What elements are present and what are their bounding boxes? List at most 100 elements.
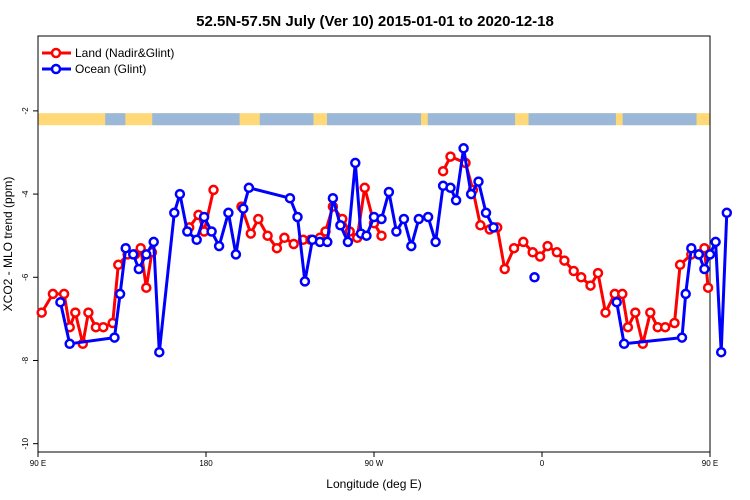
series-ocean-isolated xyxy=(529,272,540,283)
data-point-ocean-main xyxy=(398,213,410,225)
data-point-ocean-east xyxy=(715,346,727,358)
data-point-land-3 xyxy=(699,242,710,254)
data-point-land-0 xyxy=(47,288,59,300)
map-strip-ocean-0 xyxy=(105,113,126,126)
data-point-ocean-main xyxy=(445,182,456,194)
data-point-ocean-main xyxy=(127,249,139,260)
data-point-ocean-main xyxy=(299,276,311,287)
x-tick-label: 90 W xyxy=(365,459,384,468)
x-axis-label: Longitude (deg E) xyxy=(326,477,421,491)
data-point-ocean-east xyxy=(704,249,716,260)
data-point-ocean-main xyxy=(350,157,361,169)
data-point-ocean-east xyxy=(721,207,733,219)
data-point-ocean-east xyxy=(693,249,705,260)
map-strip-ocean-2 xyxy=(259,113,314,126)
legend-land-marker xyxy=(50,47,62,59)
legend-land-label: Land (Nadir&Glint) xyxy=(75,46,174,60)
data-point-land-3 xyxy=(527,247,538,258)
data-point-land-3 xyxy=(475,220,486,231)
map-strip-ocean-4 xyxy=(427,113,516,126)
x-tick-label: 180 xyxy=(199,459,213,468)
data-point-land-3 xyxy=(508,242,520,254)
data-point-ocean-main xyxy=(191,234,202,246)
data-point-ocean-main xyxy=(292,211,303,223)
data-point-ocean-main xyxy=(361,230,372,241)
data-point-land-3 xyxy=(617,288,628,300)
data-point-land-3 xyxy=(600,307,611,318)
data-point-ocean-main xyxy=(335,220,346,231)
data-point-ocean-east xyxy=(611,296,622,308)
data-point-land-3 xyxy=(568,265,579,277)
data-point-land-3 xyxy=(645,307,656,318)
map-strip-ocean-6 xyxy=(622,113,697,126)
data-point-land-3 xyxy=(559,255,570,266)
data-point-land-2 xyxy=(288,238,299,250)
data-point-land-3 xyxy=(622,321,634,333)
x-tick-label: 90 E xyxy=(30,459,46,468)
data-point-ocean-main xyxy=(182,226,193,237)
legend: Land (Nadir&Glint) Ocean (Glint) xyxy=(42,46,174,76)
data-point-ocean-main xyxy=(284,192,296,204)
series-layer xyxy=(36,143,733,358)
data-point-ocean-main xyxy=(206,226,217,237)
data-point-ocean-isolated xyxy=(529,272,540,283)
data-point-land-3 xyxy=(542,240,553,252)
legend-ocean-marker xyxy=(50,63,62,75)
data-point-ocean-main xyxy=(133,263,145,275)
data-point-land-2 xyxy=(376,230,387,241)
data-point-ocean-main xyxy=(238,203,249,214)
chart-title: 52.5N-57.5N July (Ver 10) 2015-01-01 to … xyxy=(196,13,554,30)
data-point-ocean-main xyxy=(230,249,242,260)
data-point-ocean-main xyxy=(120,242,131,254)
data-point-ocean-main xyxy=(327,192,339,204)
data-point-ocean-east xyxy=(686,242,697,254)
data-point-land-3 xyxy=(437,165,449,177)
data-point-ocean-main xyxy=(174,188,186,200)
data-point-land-2 xyxy=(279,232,290,244)
data-point-ocean-main xyxy=(169,207,180,219)
data-point-land-0 xyxy=(141,282,152,293)
data-point-ocean-main xyxy=(342,236,354,248)
data-point-ocean-main xyxy=(114,288,126,300)
y-axis-label: XCO2 - MLO trend (ppm) xyxy=(1,177,15,312)
data-point-ocean-main xyxy=(198,211,210,223)
data-point-ocean-main xyxy=(154,346,165,358)
data-point-land-2 xyxy=(253,213,264,225)
data-point-ocean-main xyxy=(391,226,402,237)
data-point-land-3 xyxy=(674,259,686,271)
data-point-ocean-main xyxy=(422,211,434,223)
data-point-land-3 xyxy=(630,307,641,318)
data-point-land-3 xyxy=(575,272,587,283)
data-point-land-2 xyxy=(262,230,273,241)
data-point-land-3 xyxy=(702,282,714,293)
y-tick-label: -10 xyxy=(21,437,30,449)
x-tick-label: 0 xyxy=(540,459,545,468)
data-point-ocean-east xyxy=(680,288,691,300)
y-tick-label: -4 xyxy=(21,190,30,198)
y-axis: -10 -8 -6 -4 -2 xyxy=(21,107,38,449)
map-strip xyxy=(38,113,710,126)
series-land-0 xyxy=(36,242,158,350)
data-point-ocean-east xyxy=(618,338,630,350)
data-point-land-0 xyxy=(58,288,70,300)
legend-ocean-label: Ocean (Glint) xyxy=(75,62,146,76)
data-point-land-3 xyxy=(551,247,563,258)
data-point-ocean-east xyxy=(699,263,710,275)
data-point-land-3 xyxy=(669,317,680,329)
data-point-ocean-east xyxy=(710,236,721,248)
y-tick-label: -8 xyxy=(21,356,30,364)
series-ocean-main xyxy=(55,143,499,358)
data-point-land-0 xyxy=(36,307,47,318)
data-point-land-3 xyxy=(445,151,456,162)
data-point-ocean-main xyxy=(480,207,492,219)
data-point-ocean-main xyxy=(243,182,255,194)
data-point-land-0 xyxy=(70,307,81,318)
data-point-land-3 xyxy=(518,236,529,248)
data-point-land-3 xyxy=(534,251,546,262)
data-point-ocean-east xyxy=(676,332,688,343)
data-point-land-2 xyxy=(271,242,283,254)
data-point-ocean-main xyxy=(55,296,66,308)
data-point-ocean-main xyxy=(376,213,387,225)
